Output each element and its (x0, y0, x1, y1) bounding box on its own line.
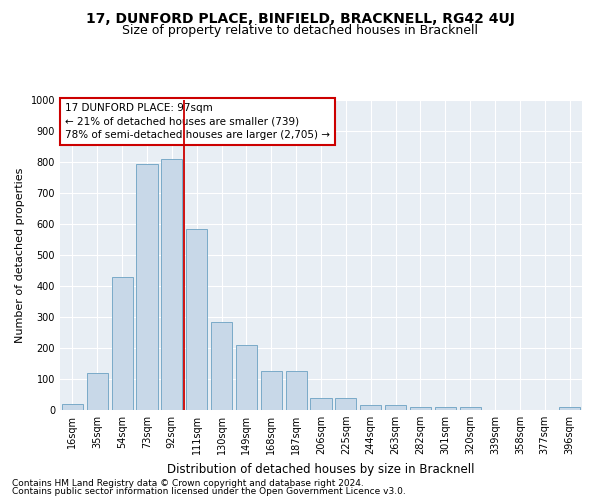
Bar (186, 228, 207, 410)
Bar (460, 407, 481, 410)
Y-axis label: Number of detached properties: Number of detached properties (15, 168, 25, 342)
Text: 17 DUNFORD PLACE: 97sqm
← 21% of detached houses are smaller (739)
78% of semi-d: 17 DUNFORD PLACE: 97sqm ← 21% of detache… (65, 103, 330, 140)
Bar (410, 407, 431, 410)
Text: Contains public sector information licensed under the Open Government Licence v3: Contains public sector information licen… (12, 487, 406, 496)
Text: Contains HM Land Registry data © Crown copyright and database right 2024.: Contains HM Land Registry data © Crown c… (12, 478, 364, 488)
Bar (286, 371, 307, 410)
Bar (385, 406, 406, 410)
Text: Size of property relative to detached houses in Bracknell: Size of property relative to detached ho… (122, 24, 478, 37)
Bar (62, 404, 83, 410)
X-axis label: Distribution of detached houses by size in Bracknell: Distribution of detached houses by size … (167, 462, 475, 475)
Bar (360, 406, 381, 410)
Bar (559, 407, 580, 410)
Bar (236, 345, 257, 410)
Bar (87, 373, 108, 410)
Bar (310, 398, 332, 410)
Bar (335, 398, 356, 410)
Bar (161, 159, 182, 410)
Bar (211, 322, 232, 410)
Bar (435, 407, 456, 410)
Bar (136, 164, 158, 410)
Bar (261, 371, 282, 410)
Bar (112, 276, 133, 410)
Text: 17, DUNFORD PLACE, BINFIELD, BRACKNELL, RG42 4UJ: 17, DUNFORD PLACE, BINFIELD, BRACKNELL, … (86, 12, 514, 26)
